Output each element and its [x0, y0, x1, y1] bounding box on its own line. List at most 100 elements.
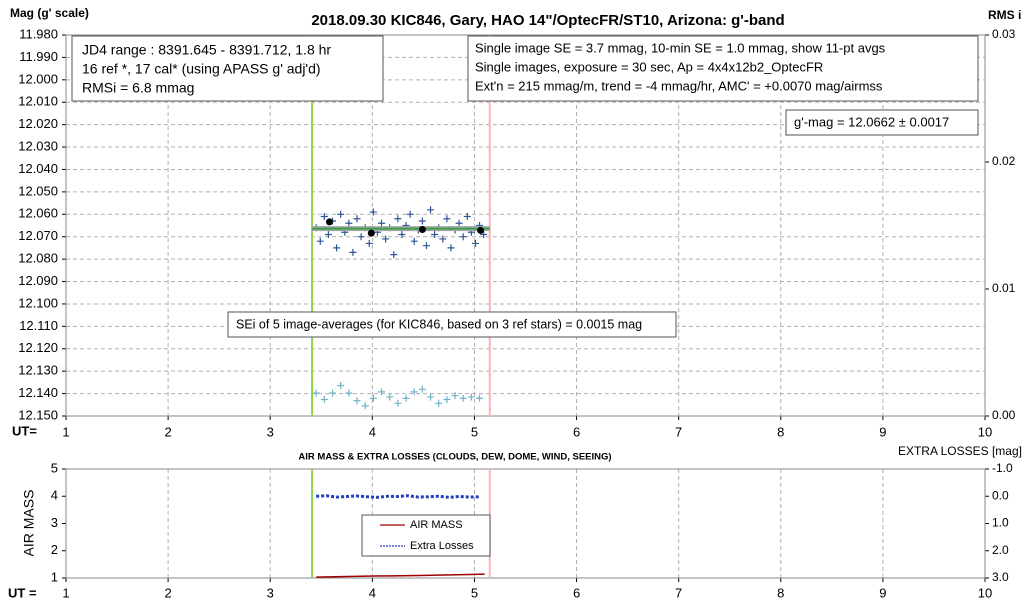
params-line: Single images, exposure = 30 sec, Ap = 4…: [475, 59, 823, 74]
data-point: [353, 397, 361, 405]
x-tick-label: 7: [675, 424, 682, 439]
y2-tick-label: 0.00: [992, 408, 1016, 422]
data-point: [378, 388, 386, 396]
chart-title: 2018.09.30 KIC846, Gary, HAO 14"/OptecFR…: [311, 12, 784, 29]
y-tick-label: 12.010: [18, 94, 58, 109]
legend-label: Extra Losses: [410, 540, 474, 552]
data-point: [443, 395, 451, 403]
x-tick-label: 9: [879, 424, 886, 439]
info-box: [71, 35, 384, 102]
sei-box: [227, 311, 677, 338]
result-text: g'-mag = 12.0662 ± 0.0017: [794, 114, 949, 129]
y-tick-label: 12.110: [19, 318, 58, 333]
y-axis-label: AIR MASS: [21, 490, 37, 557]
average-point: [477, 226, 485, 234]
data-point: [410, 388, 418, 396]
y-tick-label: 3: [51, 515, 58, 530]
y-tick-label: 2: [51, 542, 58, 557]
y2-axis-label: RMS i: [988, 8, 1021, 22]
info-line: JD4 range : 8391.645 - 8391.712, 1.8 hr: [82, 42, 331, 58]
params-box: [467, 35, 979, 102]
y2-tick-label: 2.0: [992, 543, 1009, 557]
x-tick-label: 2: [164, 424, 171, 439]
y-tick-label: 1: [51, 569, 58, 584]
info-line: 16 ref *, 17 cal* (using APASS g' adj'd): [82, 61, 321, 77]
x-tick-label: 2: [164, 585, 171, 600]
data-point: [402, 394, 410, 402]
y2-tick-label: 3.0: [992, 570, 1009, 584]
y-axis-label: Mag (g' scale): [10, 6, 89, 20]
y-tick-label: 12.040: [18, 161, 58, 176]
data-point: [455, 219, 463, 227]
x-tick-label: 5: [471, 585, 478, 600]
data-point: [329, 389, 337, 397]
data-point: [386, 393, 394, 401]
plot-frame: [65, 34, 986, 417]
data-point: [316, 237, 324, 245]
data-point: [476, 394, 484, 402]
x-tick-label: 6: [573, 424, 580, 439]
average-point: [367, 229, 375, 237]
data-point: [431, 230, 439, 238]
y-tick-label: 11.990: [19, 49, 58, 64]
sei-text: SEi of 5 image-averages (for KIC846, bas…: [236, 317, 642, 331]
y-tick-label: 12.060: [18, 206, 58, 221]
x-tick-label: 10: [978, 585, 992, 600]
y-tick-label: 11.980: [19, 26, 58, 41]
data-point: [459, 394, 467, 402]
y-tick-label: 12.130: [18, 363, 58, 378]
x-tick-label: 8: [777, 585, 784, 600]
params-line: Ext'n = 215 mmag/m, trend = -4 mmag/hr, …: [475, 78, 883, 93]
data-point: [427, 393, 435, 401]
y-tick-label: 12.070: [18, 228, 58, 243]
y2-tick-label: 0.01: [992, 281, 1016, 295]
legend: [361, 514, 491, 557]
y2-axis-label: EXTRA LOSSES [mag]: [898, 444, 1022, 458]
data-point: [361, 402, 369, 410]
data-point: [422, 242, 430, 250]
average-point: [418, 226, 426, 234]
data-point: [337, 210, 345, 218]
x-tick-label: 4: [369, 424, 376, 439]
y2-tick-label: 1.0: [992, 516, 1009, 530]
data-point: [353, 215, 361, 223]
y-tick-label: 12.140: [18, 385, 58, 400]
x-tick-label: 8: [777, 424, 784, 439]
y-tick-label: 12.150: [18, 407, 58, 422]
data-point: [398, 230, 406, 238]
data-point: [463, 213, 471, 221]
x-tick-label: 5: [471, 424, 478, 439]
x-tick-label: 10: [978, 424, 992, 439]
data-point: [369, 394, 377, 402]
data-point: [447, 244, 455, 252]
data-point: [333, 244, 341, 252]
y2-tick-label: 0.0: [992, 488, 1009, 502]
data-point: [369, 208, 377, 216]
y2-tick-label: -1.0: [992, 461, 1013, 475]
x-tick-label: 4: [369, 585, 376, 600]
data-point: [324, 230, 332, 238]
y-tick-label: 4: [51, 488, 58, 503]
result-box: [785, 109, 979, 136]
y-tick-label: 12.120: [18, 340, 58, 355]
data-point: [471, 239, 479, 247]
y-tick-label: 12.100: [18, 295, 58, 310]
y-tick-label: 12.080: [18, 251, 58, 266]
data-point: [312, 389, 320, 397]
data-point: [410, 237, 418, 245]
info-line: RMSi = 6.8 mmag: [82, 80, 194, 96]
y-tick-label: 12.090: [18, 273, 58, 288]
x-tick-label: 3: [267, 424, 274, 439]
average-point: [325, 218, 333, 226]
data-point: [427, 206, 435, 214]
y-tick-label: 12.030: [18, 138, 58, 153]
data-point: [378, 219, 386, 227]
x-tick-label: 3: [267, 585, 274, 600]
series-line: [316, 573, 485, 578]
x-axis-label: UT=: [12, 423, 37, 438]
plot-frame: [65, 468, 986, 579]
x-tick-label: 6: [573, 585, 580, 600]
data-point: [337, 382, 345, 390]
data-point: [435, 399, 443, 407]
